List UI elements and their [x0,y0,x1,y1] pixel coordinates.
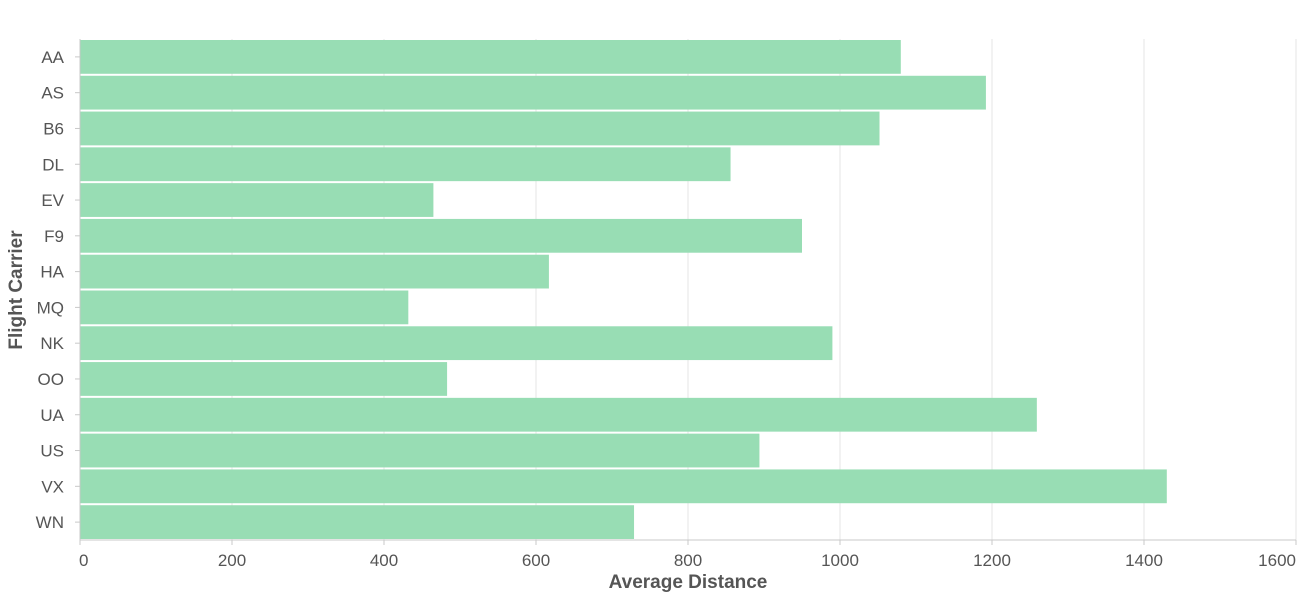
bar-ev [80,183,434,217]
y-tick-label: AA [41,48,64,67]
bar-b6 [80,111,880,146]
x-tick-labels: 0 200 400 600 800 1000 1200 1400 1600 [79,551,1296,570]
y-tick-label: WN [36,513,64,532]
bar-vx [80,469,1167,504]
y-tick-label: F9 [44,227,64,246]
bar-mq [80,290,409,325]
axes [75,39,1297,545]
y-tick-label: NK [40,334,64,353]
bar-oo [80,362,448,396]
x-tick-label: 800 [674,551,702,570]
bars [80,40,1167,539]
y-axis-title: Flight Carrier [6,230,27,350]
y-tick-label: VX [41,477,64,496]
bar-wn [80,505,635,539]
y-tick-label: DL [42,155,64,174]
bar-dl [80,147,731,182]
x-tick-label: 1200 [973,551,1011,570]
bar-as [80,75,986,110]
bar-aa [80,40,901,74]
x-tick-label: 1400 [1125,551,1163,570]
bar-nk [80,326,833,361]
bar-ua [80,397,1037,432]
y-tick-label: EV [41,191,64,210]
y-tick-label: US [40,442,64,461]
x-tick-label: 200 [218,551,246,570]
bar-ha [80,254,549,289]
y-tick-labels: AA AS B6 DL EV F9 HA MQ NK OO UA US VX WN [36,48,65,532]
x-tick-label: 400 [370,551,398,570]
x-tick-label: 1600 [1258,551,1296,570]
y-tick-label: HA [40,263,64,282]
y-tick-label: OO [38,370,64,389]
x-axis-title: Average Distance [609,572,768,593]
x-tick-label: 0 [79,551,88,570]
y-tick-label: MQ [37,298,64,317]
x-tick-label: 600 [522,551,550,570]
y-tick-label: UA [40,406,64,425]
y-tick-label: B6 [43,119,64,138]
bar-f9 [80,218,802,253]
y-tick-label: AS [41,84,64,103]
bar-us [80,433,760,468]
x-tick-label: 1000 [821,551,859,570]
